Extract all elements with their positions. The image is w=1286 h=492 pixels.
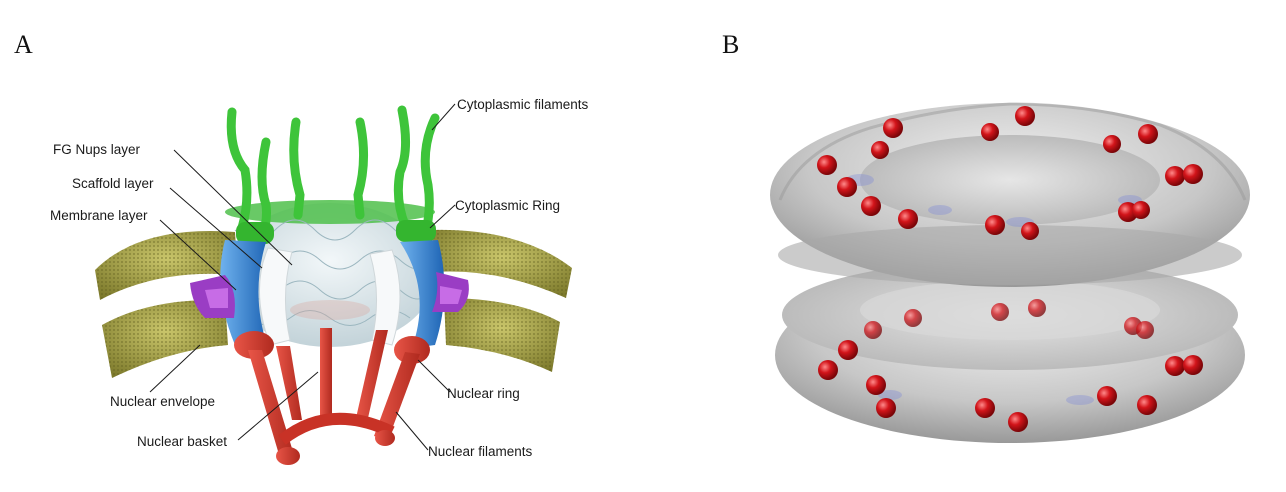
blue-patches [846,174,1142,405]
nuclear-envelope [95,229,572,378]
npc-schematic-diagram: Cytoplasmic filaments FG Nups layer Scaf… [50,97,589,465]
label-nuclear-ring: Nuclear ring [447,386,520,401]
red-spheres [817,106,1203,432]
leader-lines [149,103,456,451]
lower-ring [775,260,1245,443]
left-pore-wall [190,240,293,348]
label-fg-nups-layer: FG Nups layer [53,142,141,157]
label-nuclear-filaments: Nuclear filaments [428,444,533,459]
label-cytoplasmic-filaments: Cytoplasmic filaments [457,97,589,112]
label-cytoplasmic-ring: Cytoplasmic Ring [455,198,560,213]
label-nuclear-basket: Nuclear basket [137,434,227,449]
nuclear-basket [234,328,430,465]
label-scaffold-layer: Scaffold layer [72,176,154,191]
right-pore-wall [369,240,469,348]
upper-ring [770,102,1250,287]
label-membrane-layer: Membrane layer [50,208,148,223]
panel-a-letter: A [14,30,33,59]
label-nuclear-envelope: Nuclear envelope [110,394,215,409]
panel-b-letter: B [722,30,740,59]
